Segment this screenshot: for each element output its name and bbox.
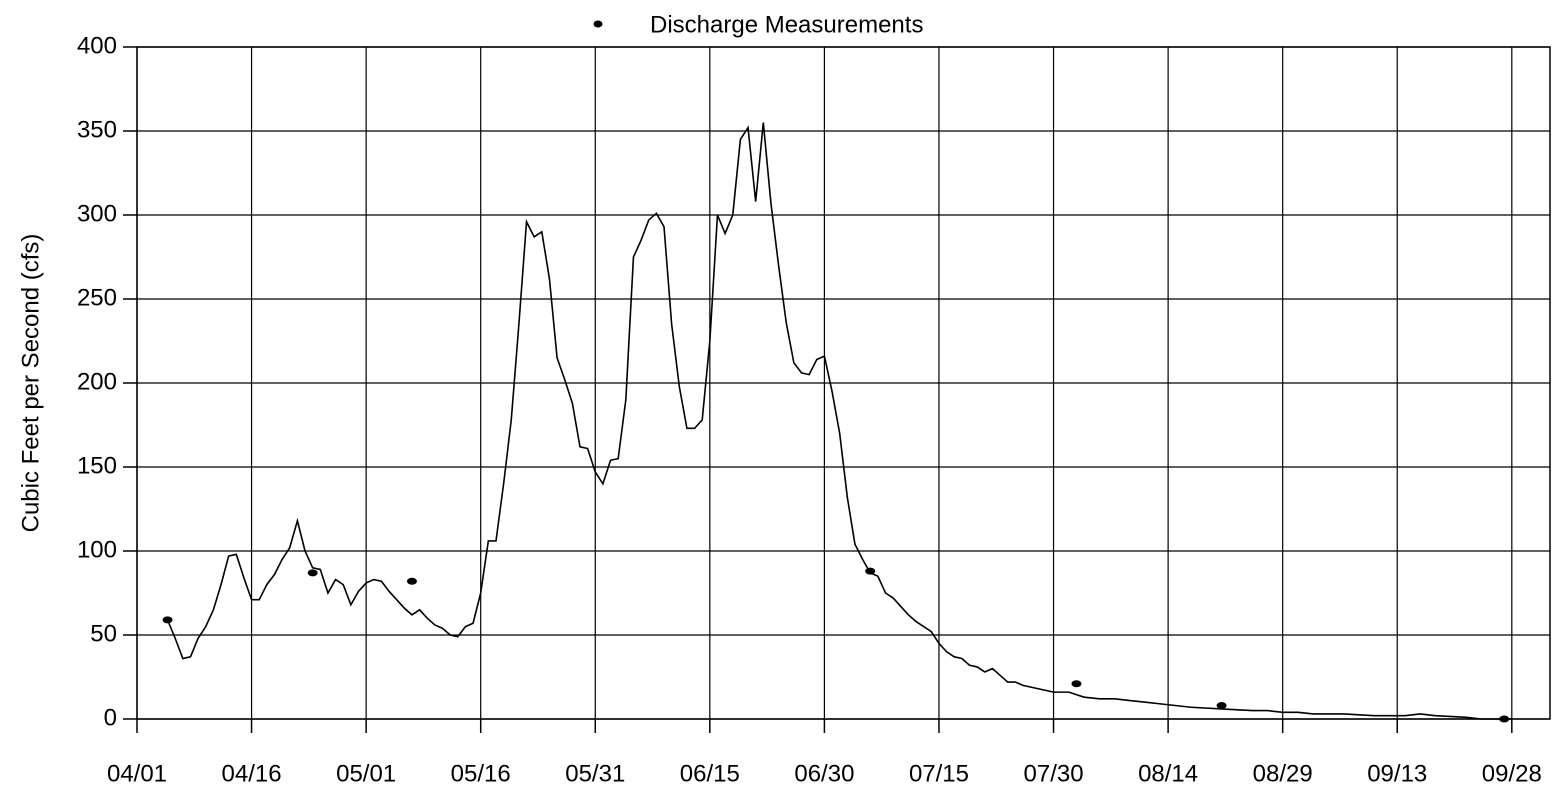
x-tick-label: 09/28 (1482, 760, 1542, 787)
y-tick-label: 400 (77, 32, 117, 59)
measurement-point (1499, 715, 1510, 723)
x-tick-label: 05/16 (451, 760, 511, 787)
measurement-point (1071, 680, 1082, 688)
y-tick-label: 0 (104, 704, 117, 731)
x-tick-label: 04/01 (107, 760, 167, 787)
x-tick-label: 08/14 (1138, 760, 1198, 787)
measurement-point (307, 569, 318, 577)
legend-marker (593, 20, 603, 28)
y-tick-label: 100 (77, 536, 117, 563)
flow-line (166, 122, 1512, 720)
x-tick-label: 08/29 (1253, 760, 1313, 787)
y-tick-label: 300 (77, 200, 117, 227)
measurement-point (1216, 702, 1227, 710)
x-tick-label: 05/31 (565, 760, 625, 787)
y-tick-label: 150 (77, 452, 117, 479)
y-tick-label: 350 (77, 116, 117, 143)
x-tick-label: 04/16 (222, 760, 282, 787)
measurement-point (162, 616, 173, 624)
y-tick-label: 50 (90, 620, 117, 647)
y-tick-label: 250 (77, 284, 117, 311)
y-axis-label: Cubic Feet per Second (cfs) (17, 234, 44, 533)
x-tick-label: 06/15 (680, 760, 740, 787)
measurement-point (865, 567, 876, 575)
legend-label: Discharge Measurements (650, 11, 923, 38)
x-tick-label: 07/15 (909, 760, 969, 787)
y-tick-label: 200 (77, 368, 117, 395)
x-tick-label: 09/13 (1367, 760, 1427, 787)
x-tick-label: 07/30 (1024, 760, 1084, 787)
x-tick-label: 05/01 (336, 760, 396, 787)
x-tick-label: 06/30 (794, 760, 854, 787)
measurement-point (406, 577, 417, 585)
